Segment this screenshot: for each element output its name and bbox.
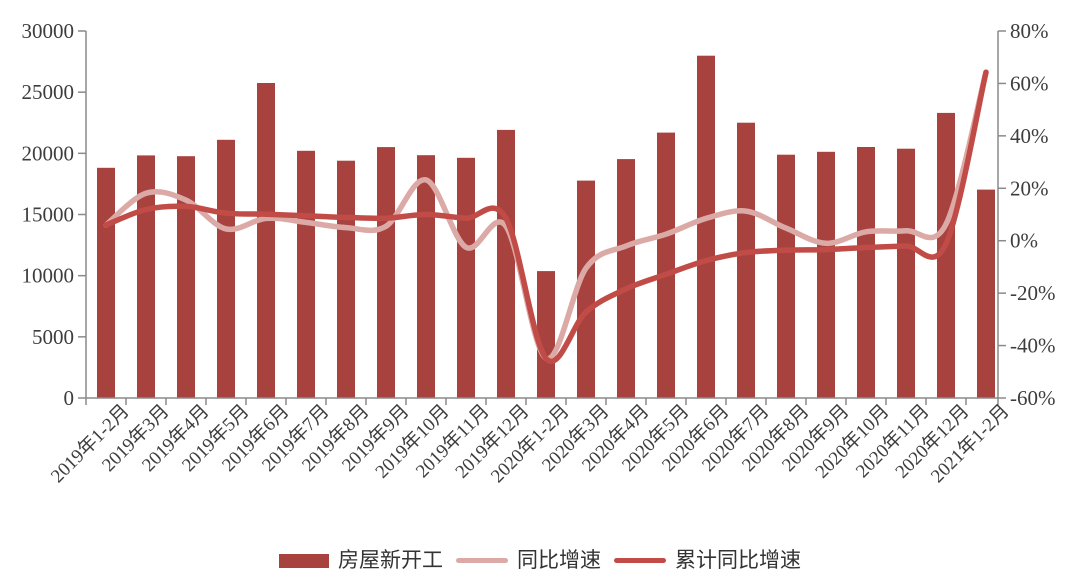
right-axis-tick-label: -20% bbox=[1010, 281, 1056, 305]
bar bbox=[97, 167, 115, 398]
right-axis-tick-label: -40% bbox=[1010, 334, 1056, 358]
right-axis-tick-label: 80% bbox=[1010, 19, 1049, 43]
bar bbox=[897, 148, 915, 398]
legend-item-bars: 房屋新开工 bbox=[279, 550, 443, 571]
bar bbox=[497, 129, 515, 398]
bar bbox=[297, 150, 315, 398]
legend-swatch-bar bbox=[279, 553, 329, 568]
bar bbox=[937, 112, 955, 399]
right-axis-tick-label: 0% bbox=[1010, 229, 1038, 253]
bar bbox=[617, 159, 635, 398]
bar bbox=[417, 155, 435, 398]
left-axis-tick-label: 0 bbox=[64, 386, 75, 410]
left-axis-tick-label: 15000 bbox=[22, 203, 75, 227]
left-axis-tick-label: 10000 bbox=[22, 264, 75, 288]
bar bbox=[577, 180, 595, 398]
bar bbox=[177, 156, 195, 398]
bar bbox=[977, 189, 995, 398]
legend-swatch-cumulative-line bbox=[614, 558, 666, 563]
right-axis-tick-label: -60% bbox=[1010, 386, 1056, 410]
bar bbox=[217, 139, 235, 399]
bar bbox=[457, 157, 475, 398]
bar bbox=[257, 83, 275, 398]
legend-label-yoy: 同比增速 bbox=[517, 548, 601, 572]
cumulative-yoy-growth-line bbox=[103, 69, 989, 364]
left-axis-tick-label: 30000 bbox=[22, 19, 75, 43]
bar bbox=[337, 160, 355, 398]
bar bbox=[377, 147, 395, 398]
legend-item-yoy: 同比增速 bbox=[456, 550, 601, 571]
legend-swatch-yoy-line bbox=[456, 558, 508, 563]
legend-label-cumulative: 累计同比增速 bbox=[675, 548, 801, 572]
left-axis-tick-label: 20000 bbox=[22, 141, 75, 165]
bar bbox=[857, 147, 875, 398]
left-axis-tick-label: 5000 bbox=[32, 325, 74, 349]
left-axis-tick-label: 25000 bbox=[22, 80, 75, 104]
legend: 房屋新开工 同比增速 累计同比增速 bbox=[0, 550, 1080, 571]
bar bbox=[737, 122, 755, 398]
bar bbox=[137, 155, 155, 398]
legend-label-bars: 房屋新开工 bbox=[338, 548, 443, 572]
bar bbox=[777, 154, 795, 398]
right-axis-tick-label: 40% bbox=[1010, 124, 1049, 148]
right-axis-tick-label: 20% bbox=[1010, 176, 1049, 200]
right-axis-tick-label: 60% bbox=[1010, 71, 1049, 95]
bar bbox=[657, 132, 675, 398]
bar bbox=[537, 271, 555, 398]
bar bbox=[697, 55, 715, 398]
bar bbox=[817, 151, 835, 398]
legend-item-cumulative: 累计同比增速 bbox=[614, 550, 801, 571]
